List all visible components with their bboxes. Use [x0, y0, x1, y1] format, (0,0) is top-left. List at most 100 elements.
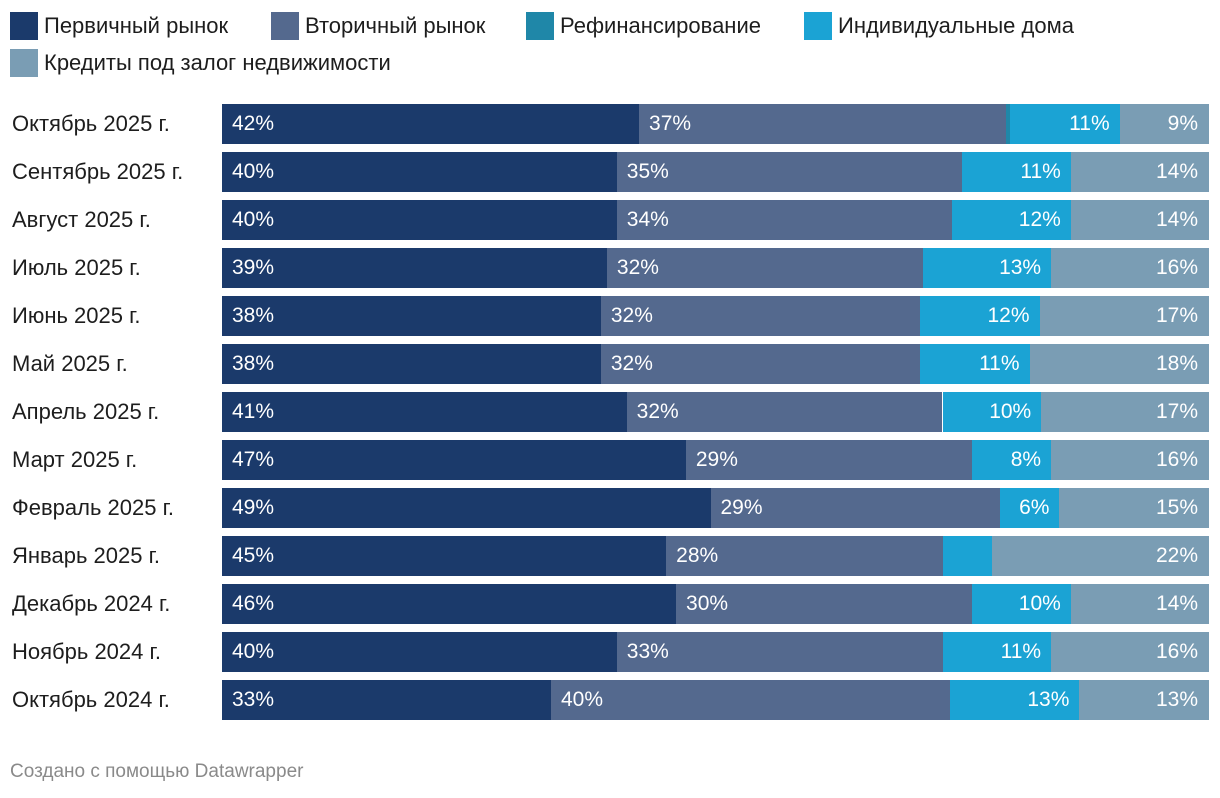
bar-segment: [942, 632, 1052, 672]
bar-row: 46% 30% 10% 14%: [222, 584, 1209, 624]
data-label: 39%: [232, 256, 275, 279]
data-label: 14%: [1155, 592, 1198, 615]
bar-row: 49% 29% 6% 15%: [222, 488, 1209, 528]
bar-segment: [991, 536, 1209, 576]
bar-row: 38% 32% 12% 17%: [222, 296, 1209, 336]
category-label: Август 2025 г.: [12, 207, 151, 232]
bar-row: 41% 32% 10% 17%: [222, 392, 1209, 432]
data-label: 15%: [1155, 496, 1198, 519]
bar-segment: [972, 584, 1071, 624]
data-label: 47%: [232, 448, 275, 471]
legend-item: Первичный рынок: [10, 12, 228, 40]
bar-segment: [616, 152, 963, 192]
bar-segment: [222, 152, 617, 192]
bar-row: 42% 37% 11% 9%: [222, 104, 1209, 144]
data-label: 32%: [610, 304, 653, 327]
category-label: Май 2025 г.: [12, 351, 128, 376]
bar-segment: [1051, 632, 1209, 672]
data-label: 46%: [232, 592, 275, 615]
data-label: 13%: [1027, 688, 1070, 711]
data-label: 40%: [561, 688, 604, 711]
data-label: 16%: [1155, 640, 1198, 663]
bar-segment: [1029, 344, 1209, 384]
category-label: Октябрь 2024 г.: [12, 687, 170, 712]
data-label: 11%: [1069, 112, 1110, 135]
bar-row: 39% 32% 13% 16%: [222, 248, 1209, 288]
category-label: Апрель 2025 г.: [12, 399, 160, 424]
data-label: 10%: [1018, 592, 1061, 615]
bar-segment: [999, 488, 1060, 528]
bar-segment: [222, 488, 711, 528]
category-label: Июль 2025 г.: [12, 255, 141, 280]
bar-row: 38% 32% 11% 18%: [222, 344, 1209, 384]
data-label: 49%: [232, 496, 275, 519]
data-label: 35%: [626, 160, 669, 183]
bar-segment: [1041, 392, 1209, 432]
bar-segment: [222, 440, 686, 480]
bar-segment: [616, 200, 953, 240]
bar-row: 40% 33% 11% 16%: [222, 632, 1209, 672]
bar-row: 40% 35% 11% 14%: [222, 152, 1209, 192]
legend-label: Кредиты под залог недвижимости: [44, 50, 391, 75]
bar-segment: [685, 440, 973, 480]
data-label: 29%: [720, 496, 763, 519]
bar-segment: [922, 248, 1052, 288]
data-label: 14%: [1155, 160, 1198, 183]
data-label: 28%: [676, 544, 719, 567]
category-label: Февраль 2025 г.: [12, 495, 175, 520]
data-label: 17%: [1155, 400, 1198, 423]
data-label: 17%: [1155, 304, 1198, 327]
data-label: 12%: [987, 304, 1030, 327]
data-label: 18%: [1155, 352, 1198, 375]
bar-segment: [616, 632, 943, 672]
bar-segment: [222, 200, 617, 240]
bar-row: 40% 34% 12% 14%: [222, 200, 1209, 240]
bar-segment: [1070, 200, 1209, 240]
data-label: 40%: [232, 208, 275, 231]
bar-segment: [222, 344, 601, 384]
data-label: 14%: [1155, 208, 1198, 231]
bar-segment: [710, 488, 1000, 528]
data-label: 34%: [626, 208, 669, 231]
legend-swatch: [804, 12, 832, 40]
bar-segment: [600, 344, 920, 384]
legend-item: Вторичный рынок: [271, 12, 485, 40]
chart-credit: Создано с помощью Datawrapper: [10, 761, 304, 782]
legend-swatch: [271, 12, 299, 40]
bar-segment: [1039, 296, 1209, 336]
bar-segment: [919, 344, 1030, 384]
bar-segment: [1006, 104, 1011, 144]
data-label: 42%: [232, 112, 275, 135]
data-label: 29%: [695, 448, 738, 471]
data-label: 40%: [232, 160, 275, 183]
data-label: 22%: [1155, 544, 1198, 567]
data-label: 38%: [232, 304, 275, 327]
data-label: 10%: [989, 400, 1032, 423]
legend-swatch: [10, 49, 38, 77]
data-label: 33%: [626, 640, 669, 663]
data-label: 32%: [616, 256, 659, 279]
bar-segment: [222, 632, 617, 672]
legend-item: Кредиты под залог недвижимости: [10, 49, 391, 77]
data-label: 33%: [232, 688, 275, 711]
bar-segment: [1079, 680, 1209, 720]
category-label: Декабрь 2024 г.: [12, 591, 171, 616]
bar-segment: [942, 392, 1042, 432]
data-label: 13%: [999, 256, 1042, 279]
bar-segment: [606, 248, 923, 288]
bar-segment: [666, 536, 943, 576]
data-label: 30%: [686, 592, 729, 615]
data-label: 41%: [232, 400, 275, 423]
data-label: 38%: [232, 352, 275, 375]
category-label: Сентябрь 2025 г.: [12, 159, 184, 184]
bar-segment: [952, 200, 1071, 240]
category-label: Январь 2025 г.: [12, 543, 161, 568]
bar-segment: [962, 152, 1071, 192]
data-label: 12%: [1018, 208, 1061, 231]
data-label: 32%: [636, 400, 679, 423]
bar-segment: [1010, 104, 1120, 144]
legend-swatch: [526, 12, 554, 40]
bar-segment: [1119, 104, 1209, 144]
bar-segment: [600, 296, 920, 336]
